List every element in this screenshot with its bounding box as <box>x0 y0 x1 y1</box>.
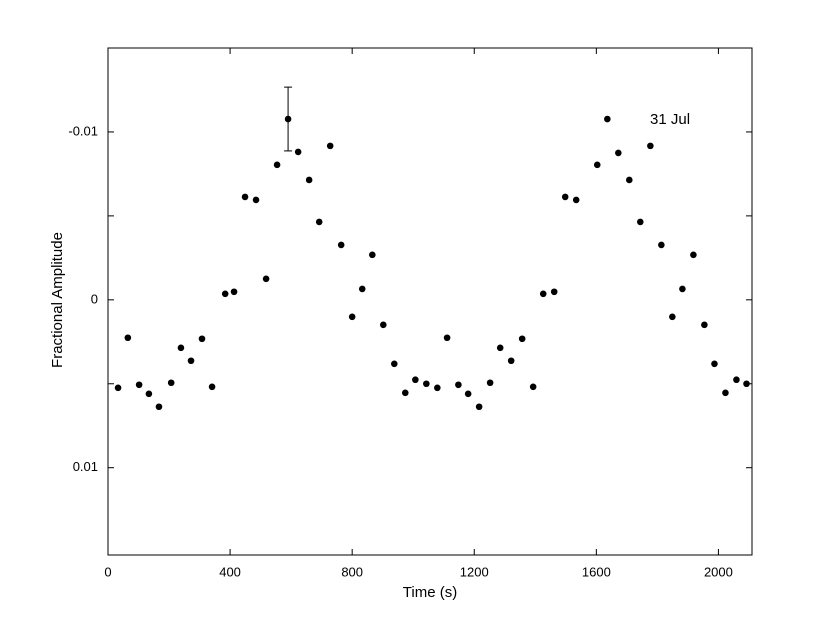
data-point <box>593 161 601 169</box>
data-point <box>486 379 494 387</box>
data-point <box>252 196 260 204</box>
data-point <box>114 384 122 392</box>
data-point <box>315 218 323 226</box>
data-point <box>273 161 281 169</box>
data-point <box>284 115 292 123</box>
data-point <box>155 403 163 411</box>
data-point <box>412 376 419 384</box>
data-point <box>145 390 153 398</box>
x-tick-label: 800 <box>341 564 363 579</box>
x-tick-label: 0 <box>104 564 111 579</box>
y-tick-label: 0 <box>91 291 98 306</box>
data-point <box>572 196 580 204</box>
data-point <box>177 344 185 352</box>
data-point <box>221 290 229 298</box>
data-point <box>711 360 718 368</box>
data-point <box>604 115 611 123</box>
x-axis-label: Time (s) <box>403 584 457 601</box>
y-tick-label: -0.01 <box>68 123 98 138</box>
data-point <box>401 389 409 397</box>
data-point <box>455 381 462 389</box>
data-point <box>529 383 537 391</box>
x-tick-label: 400 <box>219 564 241 579</box>
x-tick-label: 2000 <box>704 564 733 579</box>
data-point <box>390 360 398 368</box>
data-point <box>518 335 526 343</box>
data-point <box>326 142 334 150</box>
data-point <box>550 288 558 296</box>
data-point <box>539 290 547 298</box>
data-point <box>647 142 654 150</box>
data-point <box>690 251 697 259</box>
data-point <box>701 321 708 329</box>
data-point <box>496 344 504 352</box>
data-point <box>187 357 195 365</box>
y-tick-label: 0.01 <box>73 459 98 474</box>
data-point <box>135 381 143 389</box>
data-point <box>722 389 729 397</box>
x-tick-label: 1600 <box>582 564 611 579</box>
data-point <box>626 176 633 184</box>
data-point <box>615 149 622 157</box>
data-point <box>658 241 665 249</box>
data-point <box>241 193 249 201</box>
data-point <box>423 380 430 388</box>
data-point <box>167 379 175 387</box>
annotation: 31 Jul <box>650 111 690 128</box>
y-axis-label: Fractional Amplitude <box>49 232 66 368</box>
data-point <box>305 176 313 184</box>
data-point <box>380 321 387 329</box>
plot-frame <box>107 47 753 556</box>
data-point <box>262 275 270 283</box>
data-point <box>198 335 206 343</box>
data-point <box>507 357 515 365</box>
data-point <box>669 313 676 321</box>
data-point <box>124 334 132 342</box>
data-point <box>443 334 451 342</box>
data-point <box>733 376 740 384</box>
data-point <box>348 313 356 321</box>
data-point <box>475 403 483 411</box>
data-point <box>561 193 569 201</box>
data-point <box>230 288 238 296</box>
data-point <box>743 380 750 388</box>
data-point <box>294 148 302 156</box>
data-point <box>337 241 345 249</box>
data-point <box>358 285 366 293</box>
data-point <box>208 383 216 391</box>
data-point <box>636 218 644 226</box>
data-point <box>434 384 441 392</box>
data-point <box>464 390 472 398</box>
data-point <box>679 285 686 293</box>
x-tick-label: 1200 <box>460 564 489 579</box>
data-point <box>369 251 376 259</box>
